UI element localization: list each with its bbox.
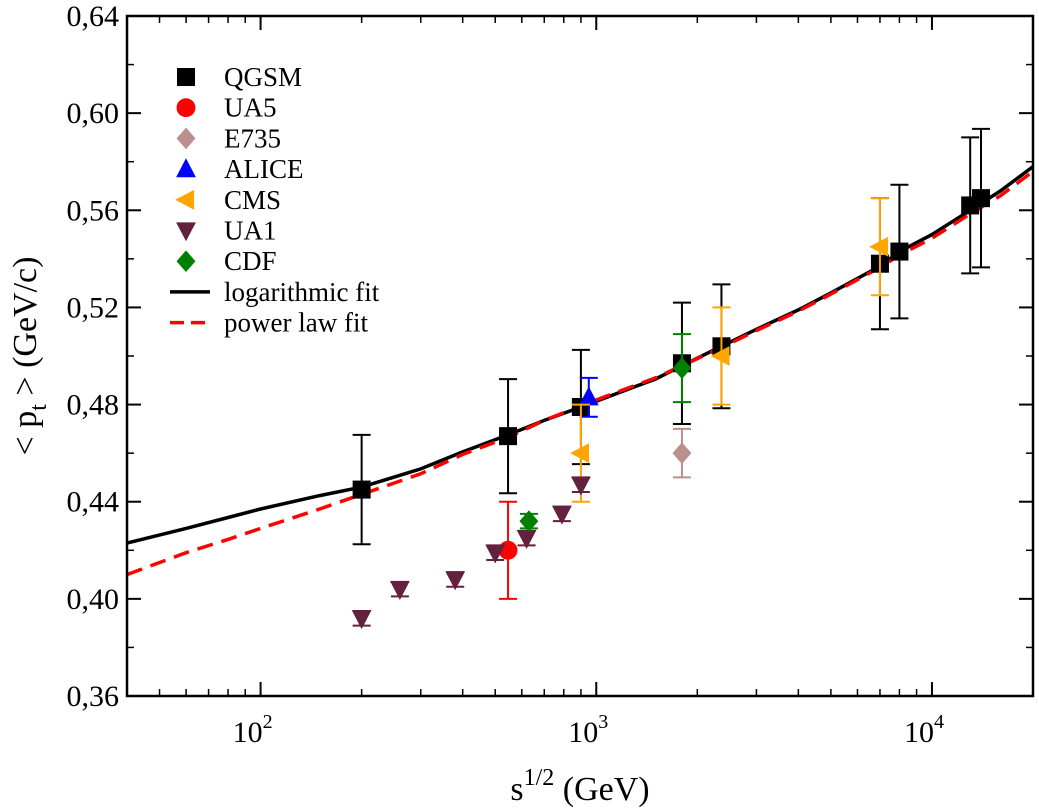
qgsm-point <box>972 127 991 269</box>
legend-label: CMS <box>224 185 281 215</box>
legend-item-ua1: UA1 <box>176 216 277 246</box>
x-tick-label: 102 <box>233 711 273 749</box>
legend-label: ALICE <box>224 154 303 184</box>
ua1-marker <box>485 544 506 564</box>
y-axis-title-close: > (GeV/c) <box>7 257 44 405</box>
qgsm-marker <box>890 242 909 261</box>
legend-item-e735: E735 <box>176 123 281 153</box>
cdf-point <box>519 510 539 532</box>
legend-item-qgsm: QGSM <box>177 62 302 92</box>
cms-point <box>869 197 889 297</box>
legend-marker-qgsm <box>177 68 195 86</box>
legend-label: UA1 <box>224 216 277 246</box>
alice-marker <box>578 386 599 406</box>
legend-marker-ua1 <box>176 222 196 242</box>
ua1-point <box>485 544 506 564</box>
ua1-point <box>351 610 372 630</box>
legend-label: power law fit <box>224 308 368 338</box>
y-axis-title-open: < p <box>7 411 44 456</box>
legend-label: QGSM <box>224 62 302 92</box>
ua1-point <box>389 580 410 600</box>
legend-marker-ua5 <box>176 98 196 118</box>
x-tick-exp: 3 <box>598 711 608 733</box>
y-tick-label: 0,64 <box>67 0 120 33</box>
e735-point <box>672 427 692 479</box>
cdf-marker <box>519 510 539 532</box>
y-axis-title: < pt > (GeV/c) <box>7 257 52 456</box>
x-axis-title-base: s <box>510 771 523 808</box>
legend-item-cms: CMS <box>175 185 281 215</box>
x-axis-title-unit: (GeV) <box>554 771 649 808</box>
qgsm-point <box>499 378 518 495</box>
y-axis-title-sub: t <box>26 404 52 411</box>
y-tick-label: 0,44 <box>67 486 120 519</box>
x-tick-labels: 102 103 104 <box>233 711 944 749</box>
x-tick-base: 10 <box>233 716 263 749</box>
y-tick-labels: 0,36 0,40 0,44 0,48 0,52 0,56 0,60 0,64 <box>67 0 120 713</box>
legend-marker-e735 <box>176 127 196 150</box>
legend-marker-cdf <box>176 250 196 272</box>
cms-marker <box>570 443 590 464</box>
x-tick-exp: 4 <box>934 711 944 733</box>
ua1-marker <box>552 505 572 525</box>
y-tick-label: 0,40 <box>67 583 120 616</box>
y-tick-label: 0,48 <box>67 389 120 422</box>
cdf-marker <box>672 357 692 379</box>
legend-item-alice: ALICE <box>176 154 303 184</box>
qgsm-point <box>890 183 909 320</box>
x-tick-exp: 2 <box>263 711 273 733</box>
legend-label: E735 <box>224 123 281 153</box>
legend-item-power-law-fit: power law fit <box>170 308 368 338</box>
x-tick-base: 10 <box>904 716 934 749</box>
cms-marker <box>710 346 730 366</box>
qgsm-marker <box>499 427 518 446</box>
x-axis-title: s1/2 (GeV) <box>510 765 649 808</box>
legend-item-ua5: UA5 <box>176 93 277 123</box>
ua1-marker <box>389 581 410 600</box>
x-axis-title-sup: 1/2 <box>524 765 555 791</box>
legend-marker-cms <box>175 189 195 210</box>
y-tick-label: 0,52 <box>67 291 120 324</box>
qgsm-point <box>352 433 371 546</box>
y-tick-label: 0,60 <box>67 97 120 130</box>
legend-label: CDF <box>224 246 277 276</box>
ua1-marker <box>516 530 537 549</box>
x-tick-base: 10 <box>568 716 598 749</box>
ua1-marker <box>445 571 466 591</box>
x-tick-label: 103 <box>568 711 608 749</box>
ua1-point <box>445 571 466 591</box>
cdf-point <box>672 333 692 404</box>
data-points <box>351 127 991 630</box>
qgsm-marker <box>972 189 991 208</box>
y-tick-label: 0,56 <box>67 194 120 227</box>
ua1-point <box>552 505 572 525</box>
legend-marker-alice <box>176 158 196 178</box>
ua1-marker <box>351 610 372 630</box>
legend-label: UA5 <box>224 93 277 123</box>
legend-item-cdf: CDF <box>176 246 277 276</box>
e735-marker <box>672 442 692 464</box>
legend-label: logarithmic fit <box>224 277 380 307</box>
legend-item-logarithmic-fit: logarithmic fit <box>170 277 380 307</box>
plot-frame <box>125 14 1035 698</box>
ua1-point <box>571 476 591 496</box>
x-tick-label: 104 <box>904 711 944 749</box>
y-tick-label: 0,36 <box>67 680 120 713</box>
alice-point <box>578 376 599 418</box>
cms-marker <box>869 236 889 257</box>
ua1-marker <box>571 476 591 496</box>
ua1-point <box>516 529 537 549</box>
cms-point <box>710 306 731 406</box>
qgsm-marker <box>352 480 371 499</box>
